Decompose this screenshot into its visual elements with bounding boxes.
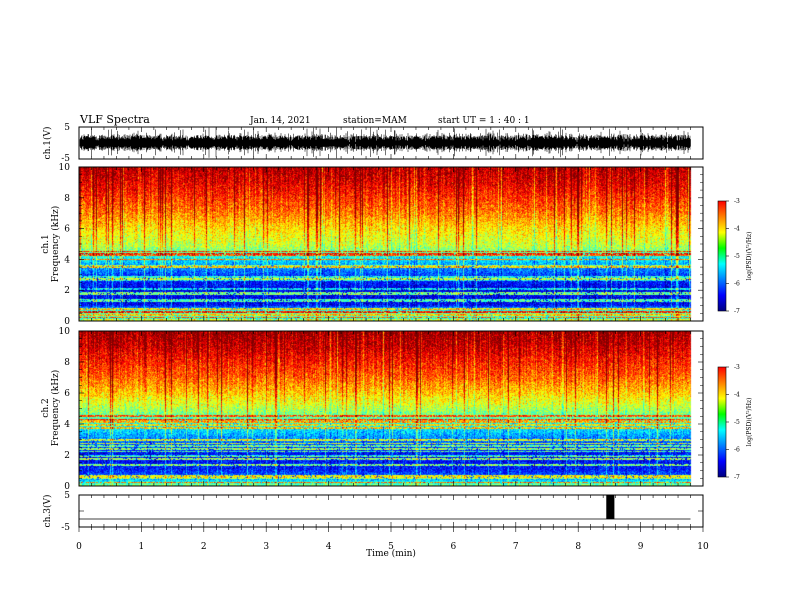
frequency-tick-label: 2 bbox=[64, 286, 70, 296]
frequency-tick-label: 10 bbox=[59, 327, 71, 337]
ch1-colorbar-label: log(PSD)(V²/Hz) bbox=[746, 232, 753, 281]
ch3-ytick-top: 5 bbox=[64, 491, 70, 501]
frequency-tick-label: 4 bbox=[64, 255, 70, 265]
ch2-spectrogram-image bbox=[79, 331, 703, 486]
ch1-spectrogram-ylabel-line1: ch.1 bbox=[41, 234, 51, 253]
figure-title: VLF Spectra bbox=[79, 113, 150, 126]
time-tick-label: 9 bbox=[638, 542, 644, 552]
ch2-colorbar-ticks: -3 -4 -5 -6 -7 bbox=[726, 364, 740, 481]
ch2-spectrogram-ylabel-line1: ch.2 bbox=[41, 398, 51, 417]
time-tick-label: 2 bbox=[201, 542, 207, 552]
colorbar-tick-label: -7 bbox=[734, 474, 740, 481]
ch1-spectrogram-panel: 0 2 4 6 8 10 ch.1 Frequency (kHz) bbox=[41, 163, 704, 327]
colorbar-tick-label: -6 bbox=[734, 281, 740, 288]
frequency-tick-label: 8 bbox=[64, 358, 70, 368]
ch2-colorbar-label: log(PSD)(V²/Hz) bbox=[746, 398, 753, 447]
ch2-colorbar-gradient bbox=[717, 366, 727, 478]
time-tick-label: 7 bbox=[513, 542, 519, 552]
frequency-tick-label: 8 bbox=[64, 194, 70, 204]
ch1-spectrogram-image bbox=[79, 167, 703, 321]
frequency-tick-label: 0 bbox=[64, 317, 70, 327]
frequency-tick-label: 4 bbox=[64, 420, 70, 430]
ch1-colorbar-gradient bbox=[717, 200, 727, 312]
frequency-tick-label: 6 bbox=[64, 225, 70, 235]
ch1-spectrogram-ylabel-line2: Frequency (kHz) bbox=[50, 206, 61, 283]
ch2-frequency-ticks: 0 2 4 6 8 10 bbox=[59, 327, 703, 492]
frequency-tick-label: 10 bbox=[59, 163, 71, 173]
time-tick-label: 4 bbox=[326, 542, 332, 552]
ch1-colorbar: -3 -4 -5 -6 -7 log(PSD)(V²/Hz) bbox=[717, 198, 753, 315]
frequency-tick-label: 6 bbox=[64, 389, 70, 399]
time-tick-label: 6 bbox=[451, 542, 457, 552]
ch1-frequency-ticks: 0 2 4 6 8 10 bbox=[59, 163, 703, 327]
time-tick-label: 8 bbox=[575, 542, 581, 552]
time-tick-label: 0 bbox=[76, 542, 82, 552]
ch2-spectrogram-ylabel-line2: Frequency (kHz) bbox=[50, 370, 61, 447]
ch1-waveform-line bbox=[79, 127, 691, 159]
station-label: station=MAM bbox=[343, 116, 407, 126]
ch2-spectrogram-panel: 0 2 4 6 8 10 ch.2 Frequency (kHz) bbox=[41, 327, 704, 492]
colorbar-tick-label: -5 bbox=[734, 253, 740, 260]
ch1-waveform-ylabel: ch.1(V) bbox=[42, 127, 53, 160]
ch3-ytick-bottom: -5 bbox=[61, 523, 70, 533]
ch1-waveform-trace bbox=[79, 127, 691, 159]
time-axis-labels: 0 1 2 3 4 5 6 7 8 9 10 bbox=[76, 542, 709, 552]
colorbar-tick-label: -7 bbox=[734, 308, 740, 315]
colorbar-tick-label: -4 bbox=[734, 226, 740, 233]
time-tick-label: 1 bbox=[139, 542, 145, 552]
time-axis-ticks bbox=[78, 127, 704, 532]
ch3-waveform-trace bbox=[79, 495, 703, 520]
colorbar-tick-label: -3 bbox=[734, 364, 740, 371]
ch1-ytick-bottom: -5 bbox=[61, 154, 70, 164]
date-label: Jan. 14, 2021 bbox=[249, 116, 311, 126]
time-axis-title: Time (min) bbox=[366, 548, 416, 559]
ch3-pulse bbox=[606, 495, 615, 519]
frequency-tick-label: 0 bbox=[64, 482, 70, 492]
colorbar-tick-label: -6 bbox=[734, 447, 740, 454]
ch1-ytick-top: 5 bbox=[64, 123, 70, 133]
time-tick-label: 3 bbox=[263, 542, 269, 552]
ch2-colorbar: -3 -4 -5 -6 -7 log(PSD)(V²/Hz) bbox=[717, 364, 753, 481]
frequency-tick-label: 2 bbox=[64, 451, 70, 461]
colorbar-tick-label: -4 bbox=[734, 392, 740, 399]
ch3-waveform-ylabel: ch.3(V) bbox=[42, 495, 53, 528]
time-tick-label: 10 bbox=[697, 542, 709, 552]
colorbar-tick-label: -3 bbox=[734, 198, 740, 205]
start-time-label: start UT = 1 : 40 : 1 bbox=[438, 116, 530, 126]
colorbar-tick-label: -5 bbox=[734, 419, 740, 426]
ch1-colorbar-ticks: -3 -4 -5 -6 -7 bbox=[726, 198, 740, 315]
time-tick-label: 5 bbox=[388, 542, 394, 552]
